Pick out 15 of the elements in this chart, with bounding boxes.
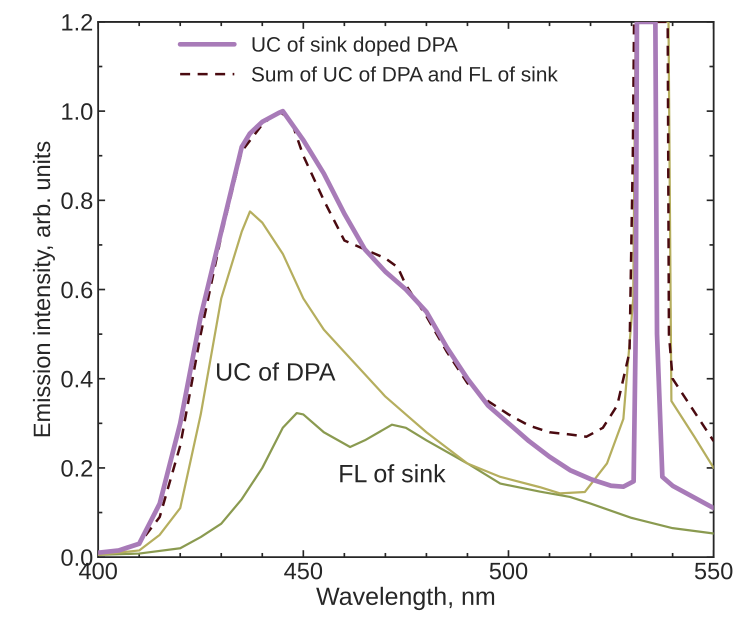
y-tick-label: 0.2 (61, 460, 92, 477)
annotation: UC of DPA (217, 362, 336, 381)
y-tick-label: 0.4 (61, 370, 93, 388)
y-tick-label: 1.0 (62, 103, 92, 120)
y-tick-label: 1.2 (62, 14, 92, 30)
x-tick-label: 450 (284, 562, 322, 580)
legend-label: Sum of UC of DPA and FL of sink (252, 66, 558, 82)
y-tick-label: 0.6 (61, 282, 92, 298)
x-tick-label: 550 (694, 562, 732, 580)
y-axis-title: Emission intensity, arb. units (32, 142, 55, 436)
legend-label: UC of sink doped DPA (252, 36, 458, 56)
y-tick-label: 0.8 (61, 192, 92, 210)
annotation: FL of sink (340, 464, 446, 482)
x-axis-title: Wavelength, nm (316, 586, 494, 610)
x-tick-label: 500 (490, 562, 528, 580)
